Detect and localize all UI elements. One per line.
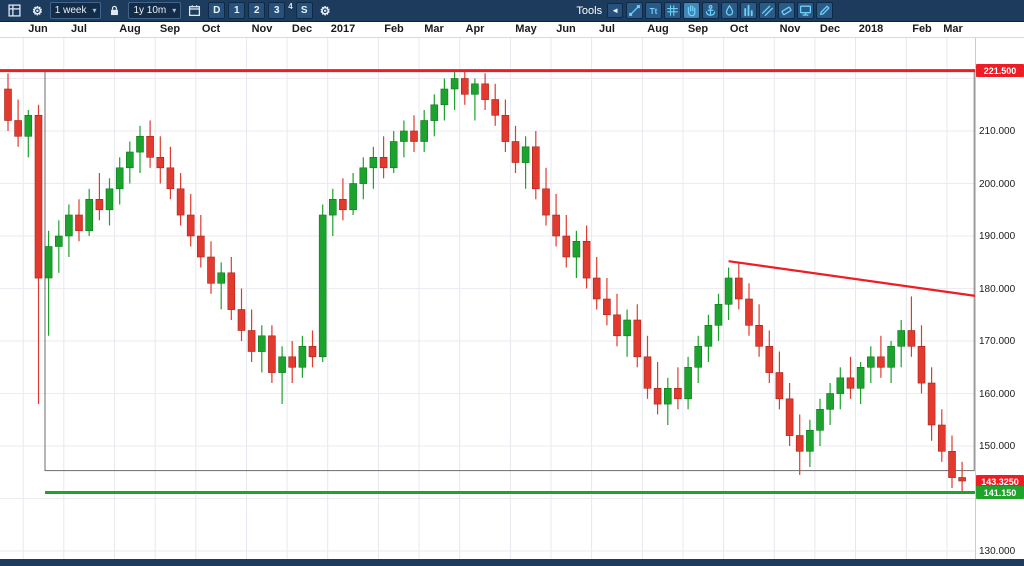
svg-text:Tt: Tt [650, 7, 658, 16]
price-axis-label: 160.000 [979, 389, 1016, 400]
gear-icon[interactable]: ⚙ [32, 3, 43, 18]
month-label: Feb [912, 23, 932, 35]
month-label: Dec [291, 23, 313, 35]
price-axis[interactable]: 210.000 200.000 190.000 180.000 170.000 160.0… [975, 38, 1024, 560]
lock-icon[interactable] [104, 2, 125, 19]
tools-label: Tools [576, 4, 603, 17]
month-label: Mar [424, 23, 444, 35]
period-button-2[interactable]: 2 [248, 2, 266, 19]
screen-tool[interactable] [797, 2, 814, 19]
layout-grid-icon[interactable] [4, 2, 25, 19]
gear-icon[interactable]: ⚙ [319, 3, 331, 18]
month-label: Aug [119, 23, 141, 35]
price-axis-label: 190.000 [979, 231, 1016, 242]
droplet-tool[interactable] [721, 2, 738, 19]
trendline-tool[interactable] [626, 2, 643, 19]
month-label: Sep [687, 23, 709, 35]
month-label: 2018 [858, 23, 884, 35]
month-label: Jul [599, 23, 615, 35]
month-label: Jun [28, 23, 48, 35]
s-button[interactable]: S [295, 2, 313, 19]
month-label: Aug [647, 23, 669, 35]
chevron-down-icon: ▾ [92, 6, 97, 15]
month-label: May [515, 23, 537, 35]
chevron-down-icon: ▾ [172, 6, 177, 15]
month-label: Jul [71, 23, 87, 35]
last-price-badge: 143.3250 [976, 475, 1024, 488]
price-axis-label: 210.000 [979, 126, 1016, 137]
month-label: 2017 [330, 23, 356, 35]
period-button-D[interactable]: D [208, 2, 226, 19]
anchor-tool[interactable] [702, 2, 719, 19]
hand-tool[interactable] [683, 2, 700, 19]
price-axis-label: 150.000 [979, 441, 1016, 452]
month-label: Feb [384, 23, 404, 35]
month-label: Apr [465, 23, 485, 35]
month-label: Dec [819, 23, 841, 35]
date-axis[interactable]: Jun Jul Aug Sep Oct Nov Dec 2017 Feb Mar Apr May Jun… [0, 22, 1024, 38]
month-label: Oct [729, 23, 749, 35]
grid-tool[interactable] [664, 2, 681, 19]
pencil-tool[interactable] [816, 2, 833, 19]
price-axis-label: 200.000 [979, 179, 1016, 190]
period-button-1[interactable]: 1 [228, 2, 246, 19]
month-label: Jun [556, 23, 576, 35]
timeframe-value: 1 week [54, 5, 87, 16]
layout-4-button[interactable]: 4 [288, 2, 293, 11]
tools-button-group: Tt [626, 2, 833, 19]
month-label: Mar [943, 23, 963, 35]
timeframe-select[interactable]: 1 week ▾ [49, 2, 102, 19]
channel-tool[interactable] [759, 2, 776, 19]
period-button-3[interactable]: 3 [268, 2, 286, 19]
month-label: Nov [779, 23, 801, 35]
eraser-tool[interactable] [778, 2, 795, 19]
price-axis-label: 170.000 [979, 336, 1016, 347]
text-tool[interactable]: Tt [645, 2, 662, 19]
calendar-icon[interactable] [184, 2, 205, 19]
support-price-badge: 141.150 [976, 486, 1024, 499]
price-axis-label: 130.000 [979, 546, 1016, 557]
bottom-bar [0, 559, 1024, 566]
month-label: Nov [251, 23, 273, 35]
month-label: Sep [159, 23, 181, 35]
month-label: Oct [201, 23, 221, 35]
range-value: 1y 10m [133, 5, 167, 16]
arrow-left-icon: ◄ [611, 6, 619, 15]
resistance-price-badge: 221.500 [976, 64, 1024, 77]
bars-tool[interactable] [740, 2, 757, 19]
range-select[interactable]: 1y 10m ▾ [128, 2, 182, 19]
tools-collapse-button[interactable]: ◄ [607, 3, 623, 18]
price-axis-label: 180.000 [979, 284, 1016, 295]
